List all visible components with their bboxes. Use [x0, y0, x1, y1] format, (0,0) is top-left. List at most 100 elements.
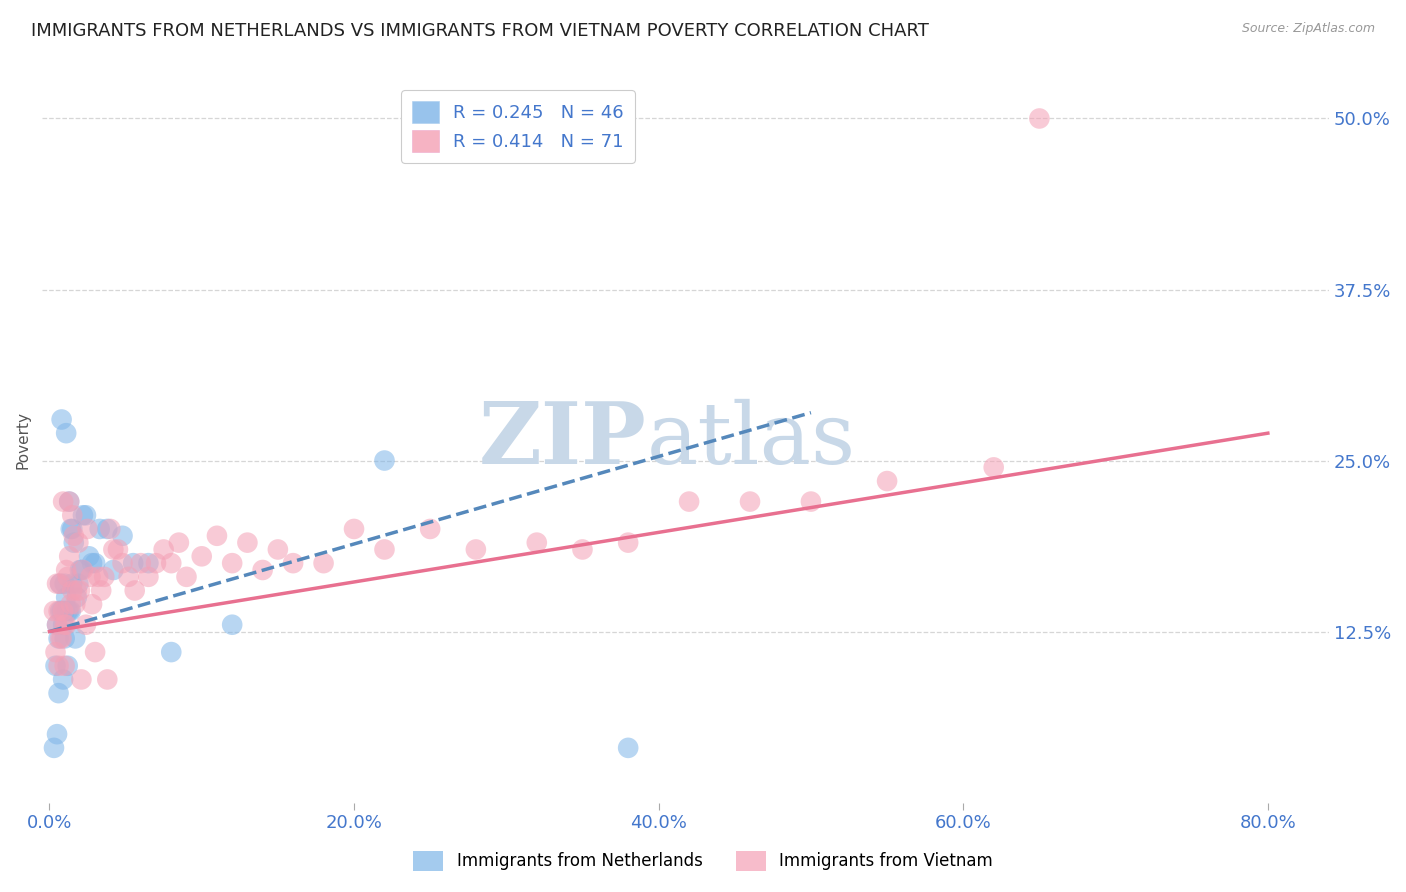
Point [267, 542, 290, 557]
Point [42, 740, 65, 755]
Point [66, 591, 89, 605]
Point [160, 556, 183, 570]
Point [252, 563, 274, 577]
Point [48, 604, 70, 618]
Point [56, 658, 79, 673]
Point [84, 645, 107, 659]
Text: IMMIGRANTS FROM NETHERLANDS VS IMMIGRANTS FROM VIETNAM POVERTY CORRELATION CHART: IMMIGRANTS FROM NETHERLANDS VS IMMIGRANT… [31, 22, 929, 40]
Point [571, 542, 593, 557]
Point [60, 576, 83, 591]
Point [70, 563, 93, 577]
Point [617, 740, 640, 755]
Point [96, 673, 118, 687]
Point [90, 583, 112, 598]
Point [52, 494, 75, 508]
Point [160, 645, 183, 659]
Point [70, 673, 93, 687]
Point [51, 604, 73, 618]
Point [48, 686, 70, 700]
Point [59, 522, 82, 536]
Point [48, 632, 70, 646]
Legend: Immigrants from Netherlands, Immigrants from Vietnam: Immigrants from Netherlands, Immigrants … [405, 842, 1001, 880]
Point [373, 453, 395, 467]
Point [98, 522, 121, 536]
Point [464, 542, 486, 557]
Point [80, 556, 103, 570]
Point [59, 604, 82, 618]
Point [58, 494, 80, 508]
Point [69, 563, 91, 577]
Point [111, 556, 134, 570]
Point [129, 556, 152, 570]
Point [96, 522, 118, 536]
Point [373, 542, 395, 557]
Point [87, 570, 110, 584]
Point [72, 563, 94, 577]
Point [59, 597, 82, 611]
Point [617, 535, 640, 549]
Point [876, 474, 898, 488]
Point [111, 529, 134, 543]
Point [176, 570, 198, 584]
Point [44, 645, 66, 659]
Point [49, 576, 72, 591]
Point [62, 529, 84, 543]
Y-axis label: Poverty: Poverty [15, 411, 30, 469]
Point [205, 529, 228, 543]
Point [152, 542, 174, 557]
Point [77, 549, 100, 564]
Point [51, 412, 73, 426]
Point [53, 658, 76, 673]
Point [312, 556, 335, 570]
Legend: R = 0.245   N = 46, R = 0.414   N = 71: R = 0.245 N = 46, R = 0.414 N = 71 [401, 90, 636, 163]
Point [51, 632, 73, 646]
Point [167, 535, 190, 549]
Point [53, 576, 76, 591]
Point [49, 604, 72, 618]
Point [46, 727, 69, 741]
Point [107, 542, 129, 557]
Point [75, 617, 97, 632]
Point [55, 591, 77, 605]
Point [60, 508, 83, 523]
Point [65, 597, 87, 611]
Point [58, 549, 80, 564]
Point [983, 460, 1005, 475]
Point [419, 522, 441, 536]
Point [76, 522, 98, 536]
Point [800, 494, 823, 508]
Point [1028, 112, 1050, 126]
Point [122, 556, 145, 570]
Point [55, 617, 77, 632]
Point [53, 617, 76, 632]
Point [89, 522, 111, 536]
Point [67, 576, 90, 591]
Point [46, 576, 69, 591]
Point [56, 604, 79, 618]
Point [75, 508, 97, 523]
Text: Source: ZipAtlas.com: Source: ZipAtlas.com [1241, 22, 1375, 36]
Point [42, 604, 65, 618]
Point [138, 570, 160, 584]
Point [281, 556, 304, 570]
Text: atlas: atlas [647, 399, 856, 482]
Point [69, 583, 91, 598]
Point [53, 632, 76, 646]
Point [60, 583, 83, 598]
Text: ZIP: ZIP [479, 398, 647, 482]
Point [103, 542, 125, 557]
Point [117, 570, 139, 584]
Point [343, 522, 366, 536]
Point [190, 549, 212, 564]
Point [221, 556, 243, 570]
Point [84, 556, 107, 570]
Point [46, 617, 69, 632]
Point [52, 604, 75, 618]
Point [738, 494, 761, 508]
Point [60, 522, 83, 536]
Point [79, 570, 101, 584]
Point [55, 563, 77, 577]
Point [66, 583, 89, 598]
Point [52, 673, 75, 687]
Point [55, 426, 77, 441]
